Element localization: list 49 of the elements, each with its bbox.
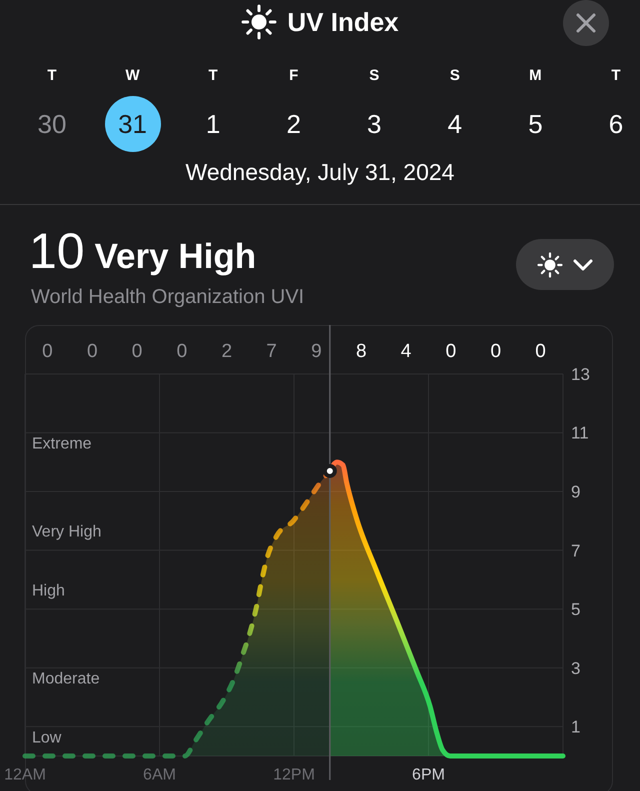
- text: S: [368, 67, 380, 85]
- annotation: High: [32, 582, 65, 600]
- text: S: [448, 67, 461, 85]
- text: 0: [446, 341, 456, 362]
- text: 5: [527, 109, 544, 139]
- chart-title: UV Index: [287, 6, 399, 38]
- y-tick-label: 5: [571, 600, 580, 620]
- text: 2: [221, 341, 232, 362]
- annotation: Extreme: [32, 436, 92, 453]
- text: 0: [86, 341, 98, 362]
- text: 0: [535, 341, 546, 362]
- y-tick-label: 3: [571, 658, 580, 678]
- text: Very High: [94, 236, 256, 278]
- text: 10: [29, 222, 85, 280]
- text: 2: [285, 109, 302, 139]
- x-tick-label: 6AM: [143, 766, 176, 784]
- x-tick-label: 12PM: [273, 766, 315, 784]
- x-tick-label: 6PM: [412, 766, 445, 784]
- text: T: [46, 67, 58, 85]
- text: T: [208, 67, 219, 85]
- text: 4: [446, 109, 464, 139]
- y-tick-label: 9: [571, 482, 580, 502]
- y-tick-label: 7: [571, 541, 580, 560]
- text: 0: [490, 341, 502, 362]
- text: 0: [132, 341, 142, 362]
- text: 6: [608, 109, 624, 139]
- chart-subtitle: Wednesday, July 31, 2024: [184, 158, 456, 186]
- annotation: Moderate: [32, 670, 100, 688]
- text: 3: [366, 109, 383, 139]
- text: 31: [117, 109, 148, 139]
- x-tick-label: 12AM: [4, 766, 46, 784]
- text: 1: [204, 109, 222, 139]
- text: 0: [176, 341, 188, 362]
- y-tick-label: 1: [571, 718, 580, 737]
- text: 0: [42, 341, 53, 362]
- text: World Health Organization UVI: [31, 285, 304, 309]
- text: 8: [356, 341, 367, 362]
- text: F: [288, 67, 300, 85]
- text: 9: [311, 341, 322, 362]
- text: 30: [36, 109, 68, 139]
- text: W: [124, 67, 141, 85]
- text: M: [528, 67, 543, 85]
- text: 4: [400, 341, 412, 362]
- annotation: Low: [32, 730, 62, 747]
- text: 7: [266, 341, 277, 362]
- annotation: Very High: [32, 524, 102, 541]
- text: T: [610, 67, 622, 85]
- y-tick-label: 13: [571, 364, 590, 384]
- y-tick-label: 11: [571, 424, 589, 443]
